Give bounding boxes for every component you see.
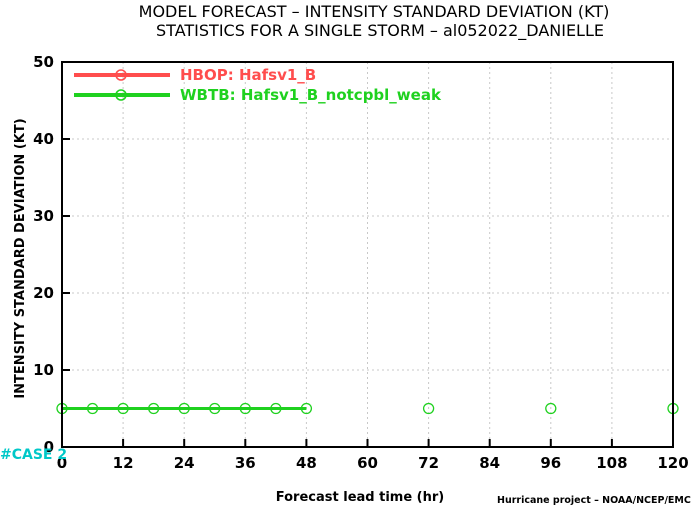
y-tick-label: 30 [33,207,54,225]
series-1-point [209,402,221,415]
y-tick-label: 10 [33,361,54,379]
series-1-point [422,402,435,415]
credit-label: Hurricane project – NOAA/NCEP/EMC [497,495,691,506]
series-1-point [545,402,557,415]
y-axis-label: INTENSITY STANDARD DEVIATION (KT) [13,118,28,398]
series-1-point [86,402,99,415]
x-tick-label: 24 [174,454,195,472]
x-tick-label: 48 [296,454,317,472]
y-tick-label: 40 [33,130,54,148]
series-1-point [178,402,190,415]
x-tick-label: 0 [57,454,67,472]
legend-label: WBTB: Hafsv1_B_notcpbl_weak [180,86,442,104]
series-1-point [147,402,160,415]
x-tick-label: 96 [540,454,561,472]
series-1-point [300,402,313,415]
chart-title-line-2: STATISTICS FOR A SINGLE STORM – al052022… [156,21,604,41]
legend-marker [115,89,127,101]
grid-lines [62,62,673,447]
x-tick-label: 84 [479,454,500,472]
chart-title-line-1: MODEL FORECAST – INTENSITY STANDARD DEVI… [139,2,610,21]
legend-label: HBOP: Hafsv1_B [180,66,316,84]
x-axis-label: Forecast lead time (hr) [276,490,444,505]
x-tick-label: 60 [357,454,378,472]
axis-ticks: 0 12 24 36 48 60 72 84 96 108 120 0 10 20 30 40 50 [33,53,689,472]
y-tick-label: 50 [33,53,54,71]
x-tick-label: 36 [235,454,256,472]
x-tick-label: 72 [418,454,439,472]
legend-marker [115,69,127,81]
case-label: #CASE 2 [0,447,67,463]
series-layer [56,402,679,415]
y-tick-label: 20 [33,284,54,302]
series-1-point [270,402,282,415]
legend: HBOP: Hafsv1_B WBTB: Hafsv1_B_notcpbl_wea… [74,66,442,104]
plot-frame [61,61,674,448]
series-1-point [239,402,251,415]
x-tick-label: 12 [113,454,134,472]
series-1-point [117,402,129,415]
y-tick-label: 0 [44,438,54,456]
x-tick-label: 120 [657,454,688,472]
x-tick-label: 108 [596,454,627,472]
